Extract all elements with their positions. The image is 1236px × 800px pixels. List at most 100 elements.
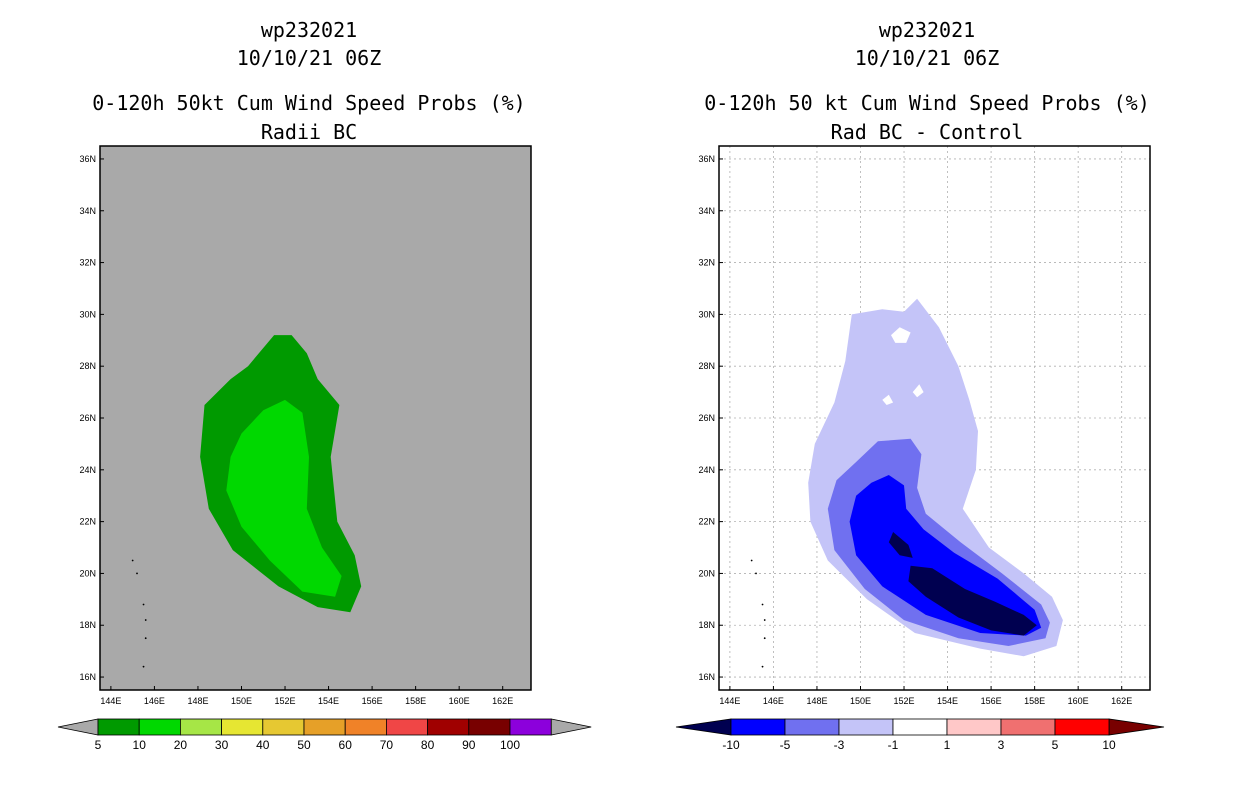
panel1-title-line1: wp232021	[260, 18, 358, 42]
panel1-island-1	[136, 572, 138, 575]
panel1-xtick-label: 154E	[318, 696, 339, 706]
panel2-colorbar-label-6: 5	[1052, 738, 1059, 752]
panel1-colorbar-label-10: 100	[500, 738, 520, 752]
panel1-colorbar-label-2: 20	[174, 738, 188, 752]
panel2-colorbar-swatch-1	[784, 718, 840, 736]
panel1-colorbar-swatch-7	[385, 718, 428, 736]
panel1-colorbar-swatch-10	[509, 718, 552, 736]
panel1-colorbar-label-5: 50	[297, 738, 311, 752]
panel2-xtick-label: 146E	[763, 696, 784, 706]
panel1-colorbar-swatch-3	[221, 718, 264, 736]
panel2-title-line1: wp232021	[878, 18, 976, 42]
panel2-island-0	[750, 559, 753, 562]
panel1-xtick-label: 162E	[492, 696, 513, 706]
panel1-ytick-label: 30N	[79, 309, 96, 319]
panel2-title-line2: 10/10/21 06Z	[854, 46, 1000, 70]
panel1-xtick-label: 146E	[144, 696, 165, 706]
panel2-contour-2	[849, 475, 1042, 636]
panel2-colorbar-label-4: 1	[944, 738, 951, 752]
panel1-ytick-label: 16N	[79, 672, 96, 682]
panel1-colorbar-label-4: 40	[256, 738, 270, 752]
panel1-colorbar-label-0: 5	[95, 738, 102, 752]
panel1-colorbar-swatch-0	[97, 718, 140, 736]
panel2-ytick-label: 20N	[698, 568, 715, 578]
panel1-colorbar-swatch-6	[344, 718, 387, 736]
panel1-colorbar-label-9: 90	[462, 738, 476, 752]
panel2-colorbar-over-arrow	[1108, 718, 1165, 736]
panel1-contour-1	[226, 399, 342, 597]
panel1-colorbar-under-arrow	[57, 718, 99, 736]
panel2-contour-hole-2	[912, 384, 924, 398]
panel1-title-line4: Radii BC	[260, 120, 358, 144]
panel2-contour-hole-1	[882, 394, 894, 405]
panel2-colorbar-swatch-4	[946, 718, 1002, 736]
panel2-colorbar-label-3: -1	[888, 738, 899, 752]
panel1-ytick-label: 24N	[79, 465, 96, 475]
panel2-colorbar-swatch-0	[730, 718, 786, 736]
panel2-colorbar-label-1: -5	[780, 738, 791, 752]
panel1-xtick-label: 156E	[362, 696, 383, 706]
panel2-xtick-label: 152E	[894, 696, 915, 706]
panel2-xtick-label: 156E	[981, 696, 1002, 706]
panel2-title-line3: 0-120h 50 kt Cum Wind Speed Probs (%)	[704, 91, 1150, 115]
panel1-ytick-label: 18N	[79, 620, 96, 630]
panel1-ytick-label: 20N	[79, 568, 96, 578]
panel2-island-3	[763, 619, 766, 621]
panel2-xtick-label: 148E	[806, 696, 827, 706]
panel2-colorbar-label-0: -10	[722, 738, 740, 752]
panel2-colorbar-label-7: 10	[1102, 738, 1116, 752]
panel1-ytick-label: 28N	[79, 361, 96, 371]
panel2-ytick-label: 32N	[698, 258, 715, 268]
panel1-xtick-label: 144E	[100, 696, 121, 706]
panel1-island-3	[144, 619, 147, 621]
panel1-title-line2: 10/10/21 06Z	[236, 46, 382, 70]
panel2-colorbar: -10 -5 -3 -1 1 3 5 10	[675, 718, 1165, 752]
panel1-xtick-label: 158E	[405, 696, 426, 706]
panel2-ytick-label: 26N	[698, 413, 715, 423]
panel1-island-2	[142, 603, 145, 606]
panel2-xtick-label: 154E	[937, 696, 958, 706]
panel2-ytick-label: 24N	[698, 465, 715, 475]
panel1-map: 144E 146E 148E 150E 152E 154E 156E 158E 160E 162E…	[79, 145, 532, 706]
panel2-colorbar-under-arrow	[675, 718, 732, 736]
panel2-ytick-label: 34N	[698, 206, 715, 216]
panel2-ytick-label: 30N	[698, 309, 715, 319]
panel1-ytick-label: 36N	[79, 154, 96, 164]
panel2-ytick-label: 36N	[698, 154, 715, 164]
panel1-colorbar-swatch-1	[138, 718, 181, 736]
panel2-island-5	[761, 665, 764, 668]
panel1-colorbar-label-7: 70	[380, 738, 394, 752]
panel1-ytick-label: 32N	[79, 258, 96, 268]
panel2-island-1	[755, 572, 757, 575]
panel1-title-line3: 0-120h 50kt Cum Wind Speed Probs (%)	[92, 91, 526, 115]
panel2-ytick-label: 22N	[698, 517, 715, 527]
panel2-xtick-label: 160E	[1068, 696, 1089, 706]
panel2-ytick-label: 18N	[698, 620, 715, 630]
panel2-colorbar-swatch-2	[838, 718, 894, 736]
panel1-xtick-label: 160E	[449, 696, 470, 706]
panel2-title-line4: Rad BC - Control	[830, 120, 1024, 144]
panel1-xtick-label: 150E	[231, 696, 252, 706]
panel1-colorbar-swatch-9	[468, 718, 511, 736]
panel1-colorbar-swatch-8	[427, 718, 470, 736]
panel1-island-0	[131, 559, 134, 562]
panel1-xtick-label: 148E	[187, 696, 208, 706]
panel1-ytick-label: 22N	[79, 517, 96, 527]
panel2-xtick-label: 158E	[1024, 696, 1045, 706]
panel1-colorbar-label-1: 10	[133, 738, 147, 752]
panel2-ytick-label: 16N	[698, 672, 715, 682]
panel2-colorbar-swatch-5	[1000, 718, 1056, 736]
panel1-xtick-label: 152E	[275, 696, 296, 706]
panel2-island-2	[761, 603, 764, 606]
panel1-colorbar-label-3: 30	[215, 738, 229, 752]
panel1-colorbar-over-arrow	[550, 718, 592, 736]
panel1-colorbar-label-6: 60	[339, 738, 353, 752]
panel2-map: 144E 146E 148E 150E 152E 154E 156E 158E 160E 162E…	[698, 145, 1151, 706]
panel2-colorbar-label-2: -3	[834, 738, 845, 752]
panel2-xtick-label: 162E	[1111, 696, 1132, 706]
panel1-colorbar-label-8: 80	[421, 738, 435, 752]
panel2-xtick-label: 144E	[719, 696, 740, 706]
panel1-island-5	[142, 665, 145, 668]
panel1-colorbar: 5 10 20 30 40 50 60 70 80 90 100	[57, 718, 592, 752]
panel2-xtick-label: 150E	[850, 696, 871, 706]
